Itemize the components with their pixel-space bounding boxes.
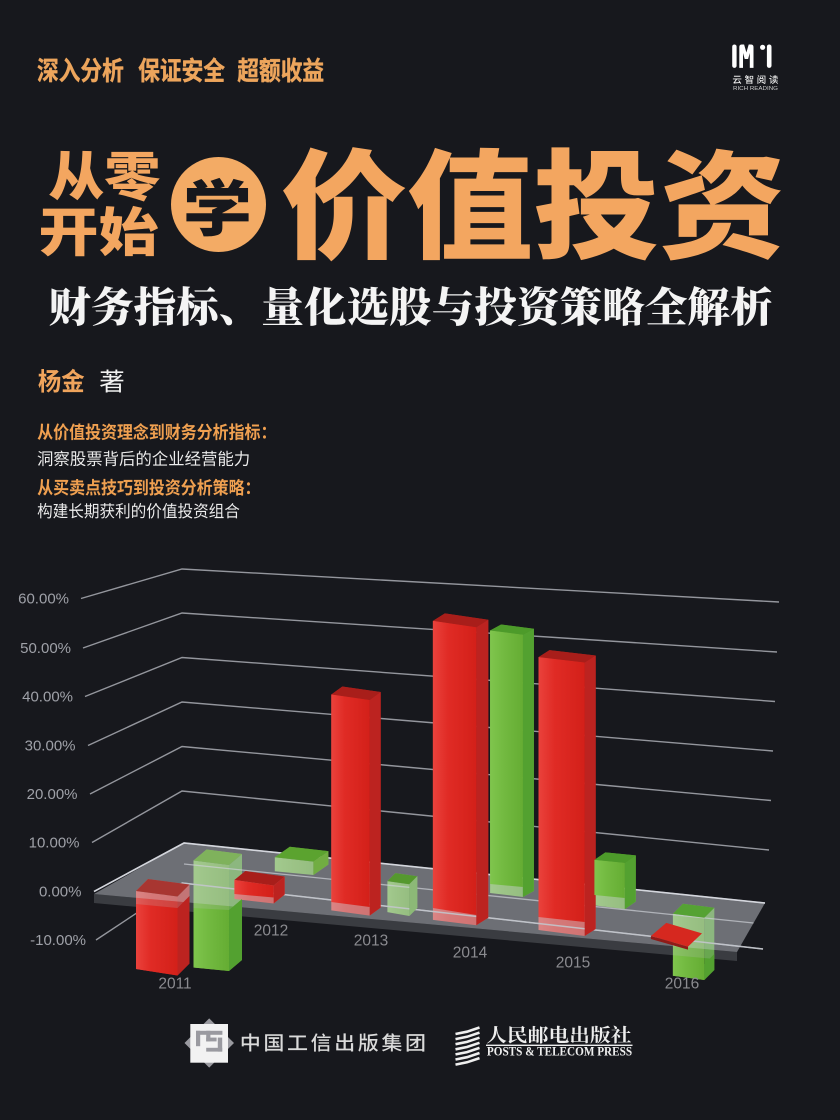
- svg-text:10.00%: 10.00%: [29, 835, 80, 852]
- svg-text:2016: 2016: [665, 976, 699, 993]
- svg-text:2014: 2014: [453, 945, 488, 962]
- svg-text:0.00%: 0.00%: [39, 884, 82, 901]
- svg-text:20.00%: 20.00%: [27, 786, 78, 803]
- svg-text:50.00%: 50.00%: [20, 640, 71, 657]
- svg-text:POSTS & TELECOM PRESS: POSTS & TELECOM PRESS: [487, 1044, 632, 1058]
- svg-text:2013: 2013: [354, 933, 388, 950]
- svg-text:2015: 2015: [556, 955, 590, 972]
- svg-text:30.00%: 30.00%: [25, 738, 76, 755]
- svg-text:2011: 2011: [158, 976, 191, 993]
- svg-text:2012: 2012: [254, 923, 288, 940]
- svg-text:40.00%: 40.00%: [22, 689, 73, 706]
- svg-text:-10.00%: -10.00%: [30, 932, 86, 949]
- svg-text:RICH READING: RICH READING: [733, 86, 779, 92]
- svg-text:60.00%: 60.00%: [18, 591, 69, 608]
